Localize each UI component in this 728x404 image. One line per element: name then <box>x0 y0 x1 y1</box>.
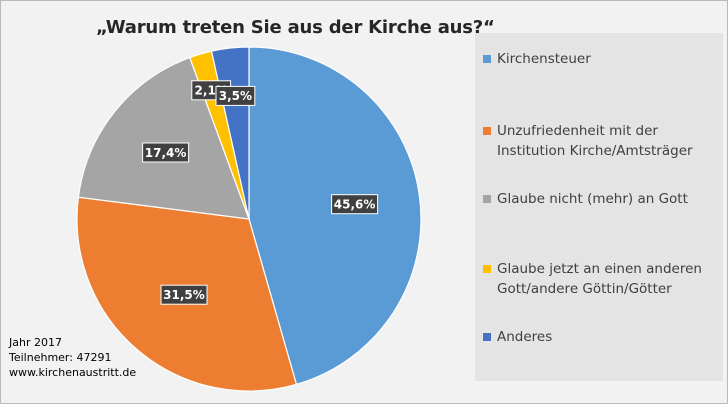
chart-title: „Warum treten Sie aus der Kirche aus?“ <box>96 17 495 38</box>
legend-swatch-icon <box>483 127 491 135</box>
data-label-text: 45,6% <box>334 198 376 212</box>
legend-swatch-icon <box>483 333 491 341</box>
data-label: 31,5% <box>160 284 208 305</box>
data-label: 3,5% <box>215 85 256 106</box>
data-label-box <box>142 142 190 163</box>
data-label-text: 31,5% <box>163 288 205 302</box>
footer-year: Jahr 2017 <box>9 336 62 349</box>
data-label-box <box>160 284 208 305</box>
legend-swatch-icon <box>483 195 491 203</box>
pie-slice <box>248 46 422 386</box>
source-footer: Jahr 2017 Teilnehmer: 47291 www.kirchena… <box>9 335 136 380</box>
legend-label: Anderes <box>497 329 553 345</box>
legend: Kirchensteuer Unzufriedenheit mit der In… <box>475 33 723 381</box>
data-label-text: 3,5% <box>219 89 252 103</box>
data-label-text: 17,4% <box>145 146 187 160</box>
data-label: 45,6% <box>331 194 379 215</box>
legend-swatch-icon <box>483 265 491 273</box>
data-label-box <box>215 85 256 106</box>
footer-participants: Teilnehmer: 47291 <box>9 351 112 364</box>
footer-website: www.kirchenaustritt.de <box>9 366 137 379</box>
legend-label: Glaube nicht (mehr) an Gott <box>497 191 688 207</box>
legend-swatch-icon <box>483 55 491 63</box>
data-label: 17,4% <box>142 142 190 163</box>
data-label-box <box>331 194 379 215</box>
pie-slice <box>77 56 250 220</box>
legend-label: Unzufriedenheit mit der Institution Kirc… <box>497 123 693 159</box>
legend-label: Glaube jetzt an einen anderen Gott/ander… <box>497 261 702 297</box>
legend-label: Kirchensteuer <box>497 51 591 67</box>
